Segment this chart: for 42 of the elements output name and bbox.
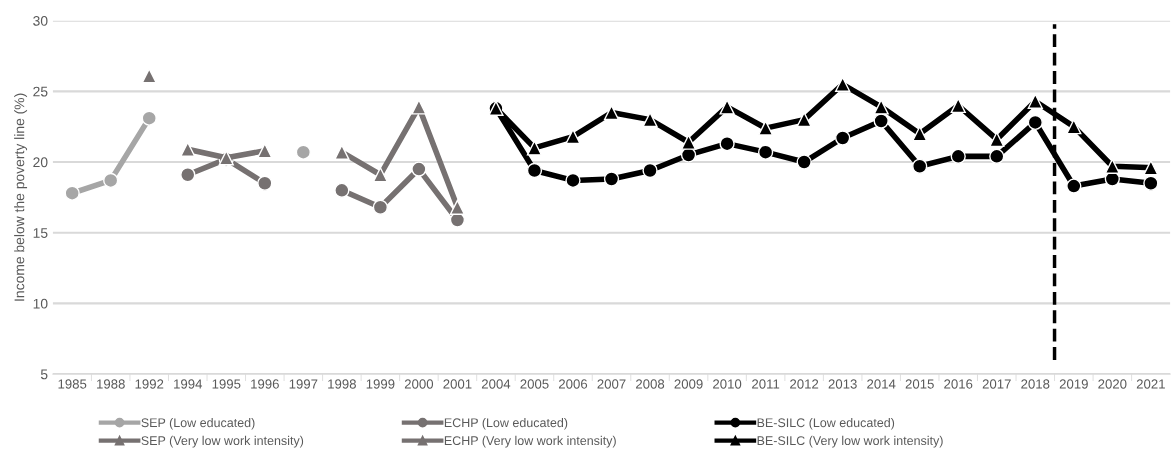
x-tick-label: 2020 bbox=[1098, 379, 1127, 389]
x-tick-label: 2009 bbox=[674, 379, 703, 389]
x-tick-label: 2004 bbox=[481, 379, 511, 389]
x-tick-label: 2018 bbox=[1021, 379, 1050, 389]
x-tick-label: 2000 bbox=[404, 379, 434, 389]
x-tick-label: 2008 bbox=[636, 379, 665, 389]
x-tick-label: 2010 bbox=[713, 379, 742, 389]
x-tick-label: 2014 bbox=[867, 379, 896, 389]
legend-label: BE-SILC (Low educated) bbox=[757, 417, 895, 430]
legend-label: BE-SILC (Very low work intensity) bbox=[757, 435, 943, 448]
x-tick-label: 1998 bbox=[328, 379, 356, 389]
legend-label: ECHP (Low educated) bbox=[444, 417, 568, 430]
y-tick-label: 25 bbox=[33, 86, 48, 97]
x-tick-label: 2015 bbox=[905, 379, 934, 389]
x-tick-label: 2017 bbox=[982, 379, 1011, 389]
x-tick-label: 2007 bbox=[597, 379, 626, 389]
x-tick-label: 1992 bbox=[135, 379, 164, 389]
legend-label: SEP (Low educated) bbox=[141, 417, 255, 430]
x-tick-label: 1996 bbox=[251, 379, 279, 389]
x-tick-label: 2016 bbox=[944, 379, 973, 389]
y-tick-label: 20 bbox=[33, 157, 48, 168]
x-tick-label: 2001 bbox=[443, 379, 472, 389]
x-tick-label: 2019 bbox=[1059, 379, 1088, 389]
y-tick-label: 5 bbox=[40, 369, 48, 380]
x-tick-label: 1994 bbox=[174, 379, 203, 389]
x-tick-label: 2012 bbox=[790, 379, 819, 389]
y-tick-label: 15 bbox=[33, 228, 48, 238]
y-tick-label: 30 bbox=[33, 15, 48, 26]
y-tick-label: 10 bbox=[33, 298, 48, 309]
y-axis-title: Income below the poverty line (%) bbox=[14, 93, 28, 301]
x-tick-label: 2005 bbox=[520, 379, 549, 389]
x-tick-label: 2011 bbox=[752, 379, 780, 389]
legend-label: ECHP (Very low work intensity) bbox=[444, 435, 616, 448]
x-tick-label: 2006 bbox=[558, 379, 588, 389]
x-tick-label: 1999 bbox=[366, 379, 395, 389]
x-tick-label: 2021 bbox=[1136, 379, 1165, 389]
x-tick-label: 1995 bbox=[212, 379, 241, 389]
x-tick-label: 1985 bbox=[58, 379, 87, 389]
x-tick-label: 1997 bbox=[289, 379, 318, 389]
x-tick-label: 2013 bbox=[828, 379, 857, 389]
x-tick-label: 1988 bbox=[97, 379, 125, 389]
legend-label: SEP (Very low work intensity) bbox=[141, 435, 304, 448]
